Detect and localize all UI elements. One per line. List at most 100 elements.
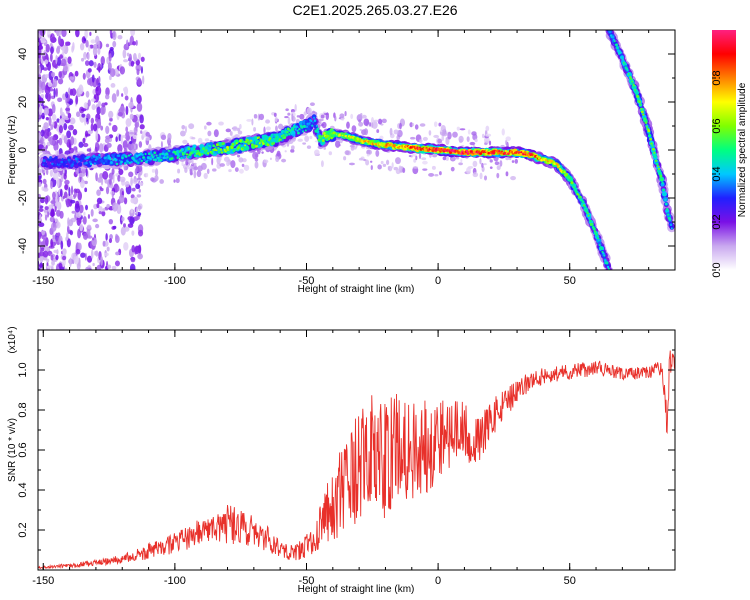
spectrogram-cell: [297, 131, 300, 135]
spectrogram-cell: [121, 156, 124, 160]
spectrogram-cell: [185, 153, 189, 156]
spectrogram-noise-cell: [45, 168, 49, 176]
spectrogram-cell: [448, 150, 453, 155]
spectrogram-noise-cell: [241, 163, 245, 168]
spectrogram-noise-cell: [412, 166, 419, 169]
spectrogram-noise-cell: [442, 156, 447, 161]
spectrogram-cell: [592, 227, 596, 231]
spectrogram-noise-cell: [111, 191, 114, 199]
spectrogram-noise-cell: [59, 188, 63, 198]
spectrogram-noise-cell: [363, 118, 370, 127]
spectrogram-noise-cell: [137, 253, 143, 260]
spectrogram-cell: [465, 149, 469, 153]
spectrogram-noise-cell: [188, 123, 195, 130]
spectrogram-noise-cell: [38, 264, 44, 268]
spectrogram-cell: [466, 152, 470, 155]
spectrogram-noise-cell: [483, 175, 488, 181]
spectrogram-cell: [504, 149, 507, 153]
spectrogram-noise-cell: [81, 57, 85, 62]
spectrogram-noise-cell: [226, 160, 230, 167]
spectrogram-cell: [279, 138, 283, 141]
colorbar-tick-label: 0.4: [711, 166, 723, 181]
spectrogram-cell: [192, 144, 197, 149]
spectrogram-noise-cell: [105, 43, 110, 48]
colorbar-tick-label: 0.2: [711, 214, 723, 229]
spectrogram-noise-cell: [46, 93, 51, 102]
spectrogram-noise-cell: [79, 223, 84, 232]
spectrogram-cell: [71, 163, 74, 166]
spectrogram-noise-cell: [263, 126, 266, 134]
spectrogram-noise-cell: [344, 150, 350, 156]
spectrogram-cell: [626, 69, 629, 72]
spectrogram-cell: [135, 160, 138, 163]
spectrogram-noise-cell: [187, 164, 190, 170]
spectrogram-cell: [207, 152, 210, 155]
spectrogram-noise-cell: [140, 66, 143, 74]
spectrogram-noise-cell: [225, 128, 231, 133]
spectrogram-noise-cell: [323, 146, 326, 150]
spectrogram-cell: [157, 156, 160, 160]
spectrogram-noise-cell: [284, 116, 289, 119]
spectrogram-noise-cell: [85, 90, 90, 98]
spectrogram-cell: [73, 161, 78, 165]
spectrogram-cell: [159, 158, 163, 162]
y-tick-label: 40: [17, 48, 29, 60]
spectrogram-noise-cell: [92, 218, 98, 223]
spectrogram-noise-cell: [69, 230, 74, 236]
spectrogram-noise-cell: [66, 130, 72, 139]
spectrogram-cell: [636, 95, 640, 98]
spectrogram-noise-cell: [105, 94, 110, 100]
spectrogram-noise-cell: [428, 172, 435, 177]
spectrogram-noise-cell: [133, 144, 136, 150]
spectrogram-noise-cell: [38, 97, 44, 102]
spectrogram-noise-cell: [57, 35, 61, 45]
spectrogram-noise-cell: [50, 238, 53, 248]
spectrogram-cell: [92, 154, 96, 158]
spectrogram-noise-cell: [287, 112, 291, 116]
spectrogram-noise-cell: [505, 136, 511, 142]
spectrogram-noise-cell: [441, 135, 445, 142]
spectrogram-noise-cell: [120, 134, 124, 145]
spectrogram-cell: [657, 165, 660, 168]
spectrogram-noise-cell: [40, 249, 43, 254]
spectrogram-cell: [602, 255, 607, 259]
spectrogram-cell: [268, 137, 272, 140]
spectrogram-noise-cell: [41, 230, 46, 236]
spectrogram-cell: [65, 164, 69, 168]
spectrogram-noise-cell: [358, 157, 364, 161]
spectrogram-cell: [288, 132, 291, 136]
spectrogram-noise-cell: [116, 89, 120, 97]
spectrogram-noise-cell: [38, 198, 41, 209]
spectrogram-noise-cell: [39, 214, 42, 221]
spectrogram-noise-cell: [273, 112, 277, 117]
spectrogram-cell: [330, 136, 333, 140]
spectrogram-noise-cell: [67, 56, 72, 65]
spectrogram-cell: [399, 146, 402, 149]
spectrogram-cell: [611, 35, 615, 39]
spectrogram-noise-cell: [309, 135, 313, 140]
spectrogram-noise-cell: [85, 39, 89, 48]
spectrogram-cell: [289, 131, 293, 134]
spectrogram-noise-cell: [450, 166, 455, 172]
spectrogram-cell: [86, 156, 89, 160]
y-tick-label: 0.4: [17, 482, 29, 497]
spectrogram-noise-cell: [91, 104, 96, 111]
spectrogram-noise-cell: [77, 242, 82, 251]
spectrogram-cell: [217, 150, 221, 154]
spectrogram-cell: [253, 136, 259, 141]
spectrogram-cell: [141, 153, 144, 156]
spectrogram-noise-cell: [343, 156, 347, 161]
spectrogram-noise-cell: [48, 116, 52, 127]
spectrogram-noise-cell: [243, 164, 250, 171]
spectrogram-cell: [238, 144, 241, 147]
spectrogram-noise-cell: [100, 177, 104, 186]
spectrogram-cell: [222, 142, 226, 145]
spectrogram-noise-cell: [112, 225, 117, 230]
spectrogram-noise-cell: [58, 118, 65, 126]
spectrogram-cell: [49, 156, 53, 160]
spectrogram-noise-cell: [42, 115, 45, 119]
spectrogram-noise-cell: [111, 124, 118, 133]
spectrogram-noise-cell: [93, 43, 98, 50]
x-tick-label: 50: [564, 275, 576, 287]
spectrogram-cell: [143, 158, 146, 161]
